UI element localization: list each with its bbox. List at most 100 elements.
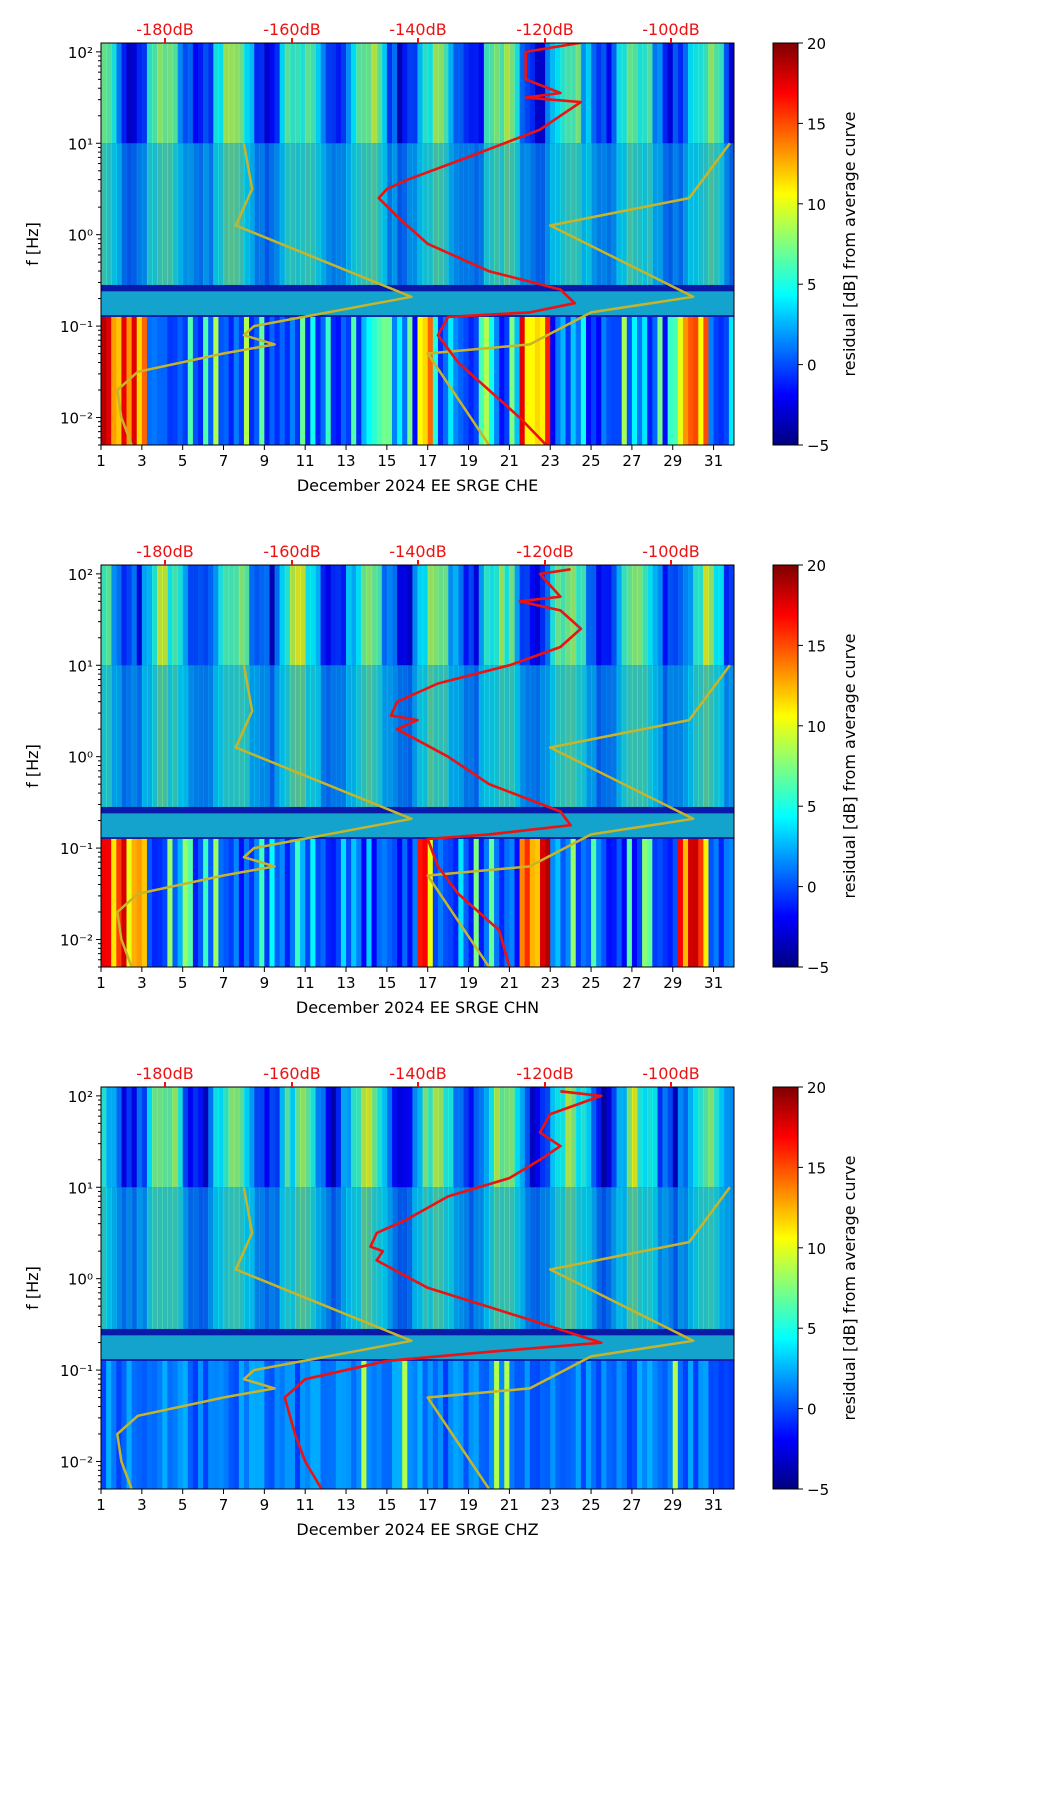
heatmap-cell <box>621 1087 628 1188</box>
heatmap-cell <box>478 316 485 445</box>
heatmap-cell <box>540 565 546 666</box>
heatmap-cell <box>509 665 516 807</box>
heatmap-cell <box>591 565 597 666</box>
heatmap-cell <box>279 1187 286 1329</box>
heatmap-cell <box>259 1187 265 1329</box>
heatmap-cell <box>504 1360 510 1489</box>
heatmap-cell <box>575 838 582 967</box>
heatmap-cell <box>335 565 342 666</box>
heatmap-cell <box>259 43 265 144</box>
heatmap-cell <box>320 1360 327 1489</box>
heatmap-cell <box>718 1187 725 1329</box>
heatmap-cell <box>152 565 158 666</box>
heatmap-cell <box>356 1187 362 1329</box>
heatmap-cell <box>121 1187 128 1329</box>
heatmap-cell <box>284 43 291 144</box>
heatmap-cell <box>361 838 368 967</box>
x-tick-label: 21 <box>500 1496 519 1514</box>
heatmap-cell <box>524 143 531 285</box>
heatmap-cell <box>514 316 521 445</box>
heatmap-cell <box>223 1187 230 1329</box>
heatmap-cell <box>483 565 490 666</box>
heatmap-cell <box>519 665 526 807</box>
heatmap-cell <box>534 1087 541 1188</box>
heatmap-cell <box>187 143 194 285</box>
heatmap-cell <box>249 43 255 144</box>
heatmap-cell <box>601 316 607 445</box>
heatmap-cell <box>545 565 551 666</box>
heatmap-cell <box>550 565 556 666</box>
heatmap-cell <box>238 1087 245 1188</box>
heatmap-cell <box>713 565 720 666</box>
heatmap-cell <box>203 838 209 967</box>
heatmap-cell <box>688 665 694 807</box>
heatmap-cell <box>305 143 311 285</box>
heatmap-cell <box>637 1087 643 1188</box>
heatmap-cell <box>264 838 271 967</box>
heatmap-cell <box>621 665 628 807</box>
heatmap-cell <box>376 316 383 445</box>
heatmap-cell <box>182 316 189 445</box>
heatmap-cell <box>693 838 699 967</box>
heatmap-cell <box>397 43 403 144</box>
psd-curve <box>389 568 583 967</box>
heatmap-cell <box>162 316 168 445</box>
heatmap-cell <box>289 316 296 445</box>
heatmap-cell <box>616 665 623 807</box>
heatmap-cell <box>524 1360 531 1489</box>
heatmap-cell <box>662 143 669 285</box>
heatmap-cell <box>672 43 679 144</box>
heatmap-cell <box>146 316 153 445</box>
heatmap-cell <box>560 1087 567 1188</box>
heatmap-cell <box>621 1187 628 1329</box>
x-tick-label: 5 <box>178 452 188 470</box>
heatmap-cell <box>642 665 648 807</box>
heatmap-cell <box>417 1187 424 1329</box>
heatmap-cell <box>703 665 710 807</box>
heatmap-cell <box>300 1187 306 1329</box>
heatmap-cell <box>443 665 449 807</box>
heatmap-cell <box>146 143 153 285</box>
heatmap-cell <box>243 565 250 666</box>
heatmap-cell <box>177 838 184 967</box>
heatmap-cell <box>713 1087 720 1188</box>
heatmap-cell <box>432 43 439 144</box>
heatmap-cell <box>223 43 230 144</box>
heatmap-cell <box>631 665 638 807</box>
heatmap-cell <box>157 1087 163 1188</box>
heatmap-cell <box>131 838 138 967</box>
heatmap-cell <box>550 143 556 285</box>
heatmap-cell <box>157 143 163 285</box>
heatmap-cell <box>325 1187 332 1329</box>
heatmap-cell <box>432 1187 439 1329</box>
spectrogram-heatmap <box>101 565 734 967</box>
heatmap-cell <box>315 143 322 285</box>
heatmap-cell <box>279 316 286 445</box>
heatmap-cell <box>116 838 123 967</box>
heatmap-cell <box>397 1187 403 1329</box>
heatmap-cell <box>315 665 322 807</box>
heatmap-cell <box>652 316 659 445</box>
heatmap-cell <box>637 316 643 445</box>
heatmap-cell <box>412 665 419 807</box>
heatmap-cell <box>182 838 189 967</box>
heatmap-cell <box>366 143 373 285</box>
heatmap-cell <box>688 565 694 666</box>
heatmap-cell <box>192 1087 199 1188</box>
heatmap-cell <box>371 565 378 666</box>
x-tick-label: 31 <box>704 452 723 470</box>
heatmap-cell <box>376 43 383 144</box>
heatmap-cell <box>407 838 413 967</box>
heatmap-cell <box>294 1360 301 1489</box>
heatmap-cell <box>555 838 562 967</box>
heatmap-cell <box>580 143 587 285</box>
heatmap-cell <box>626 1187 633 1329</box>
heatmap-cell <box>197 43 204 144</box>
heatmap-cell <box>412 316 419 445</box>
heatmap-cell <box>591 316 597 445</box>
heatmap-cell <box>519 143 526 285</box>
heatmap-cell <box>254 1187 260 1329</box>
heatmap-cell <box>254 1360 260 1489</box>
heatmap-cell <box>289 665 296 807</box>
